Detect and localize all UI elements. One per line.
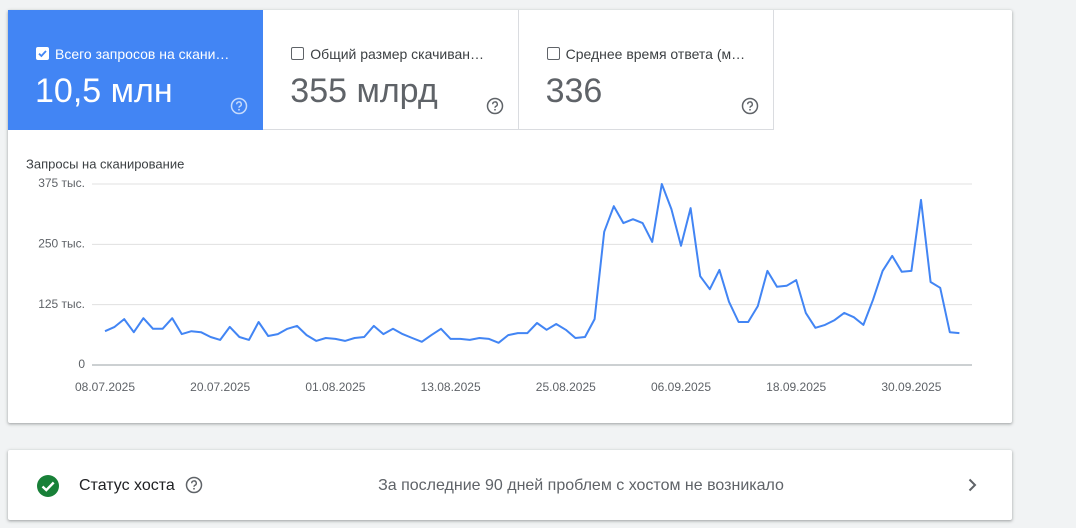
y-tick-label: 250 тыс. (38, 237, 85, 251)
metric-value: 10,5 млн (35, 72, 173, 110)
y-tick-label: 0 (78, 357, 85, 371)
metric-label: Общий размер скачиван… (310, 46, 484, 62)
y-tick-label: 125 тыс. (38, 297, 85, 311)
checkbox[interactable] (546, 47, 560, 60)
chart: Запросы на сканирование 0 125 тыс. 250 тыс… (26, 156, 972, 394)
help-icon[interactable] (741, 97, 759, 115)
x-tick-label: 25.08.2025 (536, 380, 596, 394)
metric-value: 336 (545, 72, 603, 110)
check-mark (38, 50, 47, 58)
help-icon[interactable] (185, 476, 203, 494)
metric-label: Всего запросов на скани… (55, 46, 230, 62)
host-status-message: За последние 90 дней проблем с хостом не… (378, 477, 784, 494)
x-tick-label: 06.09.2025 (651, 380, 711, 394)
x-tick-label: 01.08.2025 (305, 380, 365, 394)
metric-label: Среднее время ответа (м… (565, 46, 746, 62)
x-tick-label: 20.07.2025 (190, 380, 250, 394)
help-icon[interactable] (230, 97, 248, 115)
x-tick-label: 08.07.2025 (75, 380, 135, 394)
x-tick-label: 13.08.2025 (421, 380, 481, 394)
status-ok-icon (37, 475, 59, 497)
chevron-right[interactable] (964, 477, 980, 493)
metric-value: 355 млрд (290, 72, 438, 110)
host-status-card[interactable]: Статус хоста За последние 90 дней пробле… (8, 450, 1012, 520)
checkbox[interactable] (36, 47, 49, 60)
metric-tile[interactable]: Общий размер скачиван… 355 млрд (263, 10, 519, 130)
metric-tile[interactable]: Всего запросов на скани… 10,5 млн (8, 10, 264, 130)
checkbox[interactable] (291, 47, 305, 60)
help-icon[interactable] (486, 97, 504, 115)
y-tick-label: 375 тыс. (38, 176, 85, 190)
y-axis-title: Запросы на сканирование (26, 156, 184, 171)
data-line (104, 183, 960, 344)
metric-tile[interactable]: Среднее время ответа (м… 336 (518, 10, 774, 130)
x-tick-label: 30.09.2025 (881, 380, 941, 394)
x-tick-label: 18.09.2025 (766, 380, 826, 394)
host-status-title: Статус хоста (79, 477, 175, 494)
